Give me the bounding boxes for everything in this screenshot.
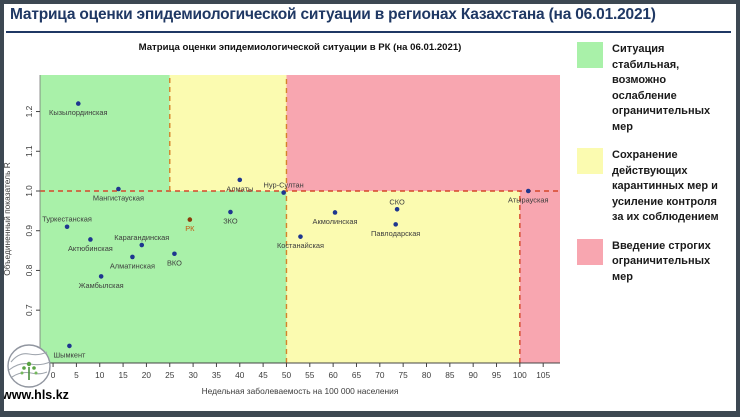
- data-point-Шымкент: [67, 343, 72, 349]
- title-underline: [6, 31, 731, 33]
- zone-strict-red: [519, 190, 560, 363]
- data-point-Карагандинская: [139, 242, 145, 248]
- legend-label: Ситуация стабильная, возможно ослабление…: [612, 43, 711, 133]
- x-tick-label: 80: [422, 370, 432, 380]
- x-tick-label: 55: [305, 370, 315, 380]
- data-point-label: Павлодарская: [371, 229, 420, 238]
- x-tick-label: 0: [51, 370, 56, 380]
- x-tick-label: 10: [95, 370, 105, 380]
- data-point-Павлодарская: [393, 222, 398, 227]
- y-axis-ticks: 0.7 0.8 0.9 1.0 1.1 1.2: [24, 105, 40, 316]
- data-point-label: Кызылординская: [49, 108, 108, 117]
- x-tick-label: 35: [212, 370, 222, 380]
- y-tick-label: 0.8: [24, 264, 34, 276]
- legend-swatch-yellow: [577, 148, 603, 174]
- epidemiological-matrix-chart: 0 5 10 15 20 25 30 35 40 45 50 55 60 65 70 75 80 85 90 95 10…: [2, 42, 560, 396]
- zone-keep-yellow: [169, 75, 287, 191]
- data-point-label: РК: [185, 224, 195, 233]
- data-point-label: Нур-Султан: [264, 181, 304, 190]
- data-point-label: Туркестанская: [42, 215, 92, 224]
- legend-swatch-red: [577, 238, 603, 265]
- data-point-Жамбылская: [98, 274, 104, 279]
- zone-strict-red: [286, 75, 560, 191]
- data-point-label: Шымкент: [53, 350, 86, 359]
- legend-item-stable: Ситуация стабильная, возможно ослабление…: [577, 42, 729, 135]
- data-point-ВКО: [172, 251, 177, 257]
- x-tick-label: 85: [445, 370, 455, 380]
- data-point-Туркестанская: [64, 224, 70, 230]
- data-point-Алматинская: [130, 254, 135, 260]
- data-point-label: Акмолинская: [313, 217, 358, 226]
- data-point-РК: [187, 217, 193, 222]
- title-bar: Матрица оценки эпидемиологической ситуац…: [0, 0, 740, 34]
- x-tick-label: 60: [329, 370, 339, 380]
- hls-logo: [7, 344, 51, 388]
- legend-label: Сохранение действующих карантинных мер и…: [612, 149, 719, 223]
- x-tick-label: 100: [513, 370, 527, 380]
- data-point-label: Жамбылская: [79, 281, 124, 290]
- data-point-label: ВКО: [167, 258, 182, 267]
- zone-stable-green: [40, 190, 287, 363]
- x-axis-ticks: 0 5 10 15 20 25 30 35 40 45 50 55 60 65 70 75 80 85 90 95 10…: [51, 363, 551, 380]
- data-point-label: Алматинская: [110, 261, 155, 270]
- data-point-label: Атырауская: [508, 195, 548, 204]
- y-tick-label: 0.7: [24, 304, 34, 316]
- data-point-label: Костанайская: [277, 241, 324, 250]
- footer-url: www.hls.kz: [2, 388, 69, 402]
- data-point-label: Актюбинская: [68, 244, 113, 253]
- data-point-label: СКО: [389, 197, 405, 206]
- data-point-Атырауская: [525, 188, 531, 194]
- y-axis-label: Объединенный показатель R: [2, 162, 12, 276]
- legend-swatch-green: [577, 42, 603, 68]
- y-tick-label: 1.0: [24, 185, 34, 197]
- y-tick-label: 1.2: [24, 105, 34, 117]
- data-point-Акмолинская: [332, 210, 338, 215]
- x-tick-label: 70: [375, 370, 385, 380]
- zone-stable-green: [40, 75, 170, 191]
- data-point-label: Мангистауская: [93, 194, 144, 203]
- data-point-ЗКО: [228, 209, 233, 215]
- y-tick-label: 1.1: [24, 145, 34, 157]
- logo-tree-icon: [20, 361, 38, 380]
- data-point-Актюбинская: [88, 237, 93, 242]
- page-title: Матрица оценки эпидемиологической ситуац…: [10, 6, 656, 23]
- x-tick-label: 5: [74, 370, 79, 380]
- data-point-СКО: [394, 206, 400, 212]
- x-tick-label: 90: [469, 370, 479, 380]
- x-tick-label: 15: [118, 370, 128, 380]
- data-point-label: Алматы: [226, 184, 253, 193]
- x-tick-label: 95: [492, 370, 502, 380]
- data-point-label: ЗКО: [223, 217, 238, 226]
- legend-label: Введение строгих ограничительных мер: [612, 239, 711, 283]
- zone-keep-yellow: [286, 190, 520, 363]
- legend-item-keep-measures: Сохранение действующих карантинных мер и…: [577, 148, 729, 226]
- x-tick-label: 65: [352, 370, 362, 380]
- data-point-Алматы: [237, 177, 243, 183]
- legend-item-strict: Введение строгих ограничительных мер: [577, 238, 729, 286]
- x-tick-label: 40: [235, 370, 245, 380]
- data-point-Нур-Султан: [281, 190, 286, 195]
- x-tick-label: 75: [399, 370, 409, 380]
- x-tick-label: 45: [259, 370, 269, 380]
- data-point-label: Карагандинская: [114, 233, 169, 242]
- data-point-Мангистауская: [116, 186, 121, 192]
- x-axis-label: Недельная заболеваемость на 100 000 насе…: [202, 386, 399, 396]
- x-tick-label: 105: [536, 370, 550, 380]
- data-point-Костанайская: [298, 234, 303, 239]
- chart-title: Матрица оценки эпидемиологической ситуац…: [139, 42, 462, 53]
- chart-legend: Ситуация стабильная, возможно ослабление…: [577, 42, 729, 298]
- y-tick-label: 0.9: [24, 225, 34, 237]
- x-tick-label: 50: [282, 370, 292, 380]
- data-point-Кызылординская: [75, 101, 81, 106]
- x-tick-label: 25: [165, 370, 175, 380]
- x-tick-label: 30: [188, 370, 198, 380]
- x-tick-label: 20: [142, 370, 152, 380]
